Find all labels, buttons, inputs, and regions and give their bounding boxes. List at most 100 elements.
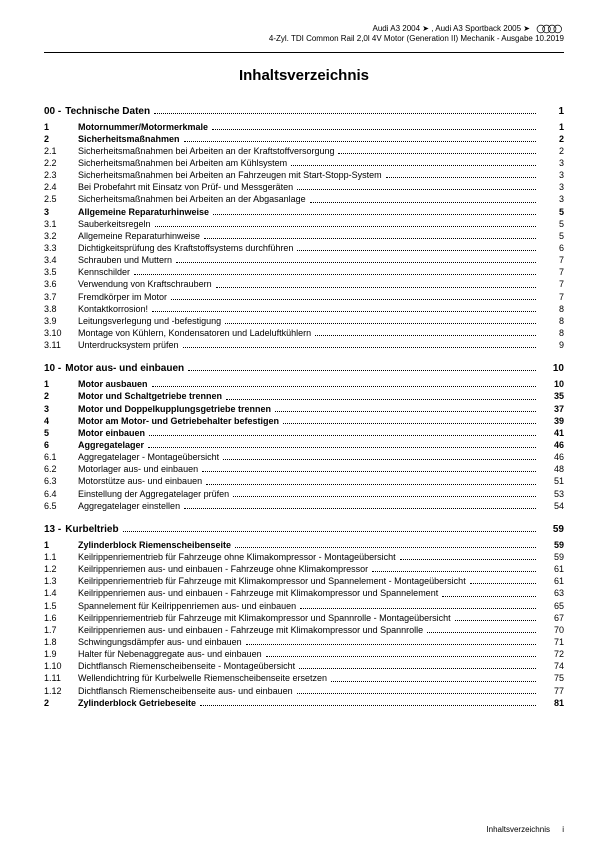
toc-row: 1.11Wellendichtring für Kurbelwelle Riem… [44,672,564,684]
leader-dots [212,129,536,130]
entry-number: 1.7 [44,624,78,636]
entry-title: Einstellung der Aggregatelager prüfen [78,488,229,500]
entry-number: 3.7 [44,291,78,303]
entry-page: 3 [540,157,564,169]
entry-number: 6.1 [44,451,78,463]
leader-dots [216,287,536,288]
entry-title: Motornummer/Motormerkmale [78,121,208,133]
entry-page: 5 [540,218,564,230]
entry-number: 4 [44,415,78,427]
footer-page-number: i [562,825,564,834]
toc-row: 1Zylinderblock Riemenscheibenseite59 [44,539,564,551]
toc-row: 2Motor und Schaltgetriebe trennen35 [44,390,564,402]
entry-title: Keilrippenriementrieb für Fahrzeuge mit … [78,575,466,587]
entry-number: 3 [44,206,78,218]
audi-logo-icon [536,24,564,34]
toc-row: 1Motor ausbauen10 [44,378,564,390]
toc-row: 1.9Halter für Nebenaggregate aus- und ei… [44,648,564,660]
section-page: 1 [540,106,564,117]
entry-title: Aggregatelager - Montageübersicht [78,451,219,463]
entry-page: 70 [540,624,564,636]
section-number: 00 - [44,106,61,117]
entry-title: Sicherheitsmaßnahmen bei Arbeiten an der… [78,145,334,157]
entry-page: 7 [540,266,564,278]
entry-title: Unterdrucksystem prüfen [78,339,179,351]
entry-title: Motor ausbauen [78,378,148,390]
entry-page: 5 [540,206,564,218]
entry-page: 67 [540,612,564,624]
section-heading: 13 -Kurbeltrieb59 [44,524,564,535]
toc-row: 6.3Motorstütze aus- und einbauen51 [44,475,564,487]
entry-title: Zylinderblock Getriebeseite [78,697,196,709]
entry-page: 7 [540,291,564,303]
toc-row: 6.4Einstellung der Aggregatelager prüfen… [44,488,564,500]
leader-dots [297,189,536,190]
entry-number: 6 [44,439,78,451]
entry-number: 3.6 [44,278,78,290]
footer-label: Inhaltsverzeichnis [486,825,550,834]
entry-number: 6.4 [44,488,78,500]
toc-row: 1.4Keilrippenriemen aus- und einbauen - … [44,587,564,599]
leader-dots [155,226,536,227]
entry-title: Kennschilder [78,266,130,278]
entry-page: 65 [540,600,564,612]
entry-page: 46 [540,451,564,463]
section-heading: 00 -Technische Daten1 [44,106,564,117]
section-number: 10 - [44,363,61,374]
entry-title: Sauberkeitsregeln [78,218,151,230]
leader-dots [275,411,536,412]
leader-dots [149,435,536,436]
leader-dots [200,705,536,706]
entry-title: Leitungsverlegung und -befestigung [78,315,221,327]
entry-title: Keilrippenriemen aus- und einbauen - Fah… [78,587,438,599]
toc-row: 1.2Keilrippenriemen aus- und einbauen - … [44,563,564,575]
leader-dots [154,113,536,114]
table-of-contents: 00 -Technische Daten11Motornummer/Motorm… [44,106,564,709]
entry-number: 3.9 [44,315,78,327]
toc-row: 1Motornummer/Motormerkmale1 [44,121,564,133]
entry-page: 53 [540,488,564,500]
entry-number: 1.2 [44,563,78,575]
entry-number: 6.3 [44,475,78,487]
section-page: 10 [540,363,564,374]
leader-dots [184,508,536,509]
leader-dots [235,547,536,548]
toc-row: 2Zylinderblock Getriebeseite81 [44,697,564,709]
toc-row: 3.9Leitungsverlegung und -befestigung 8 [44,315,564,327]
entry-number: 3.1 [44,218,78,230]
entry-title: Sicherheitsmaßnahmen bei Arbeiten an der… [78,193,306,205]
leader-dots [386,177,536,178]
entry-page: 7 [540,278,564,290]
leader-dots [470,583,536,584]
entry-number: 1 [44,539,78,551]
toc-row: 3.8Kontaktkorrosion!8 [44,303,564,315]
entry-page: 1 [540,121,564,133]
leader-dots [225,323,536,324]
toc-row: 6.1Aggregatelager - Montageübersicht 46 [44,451,564,463]
leader-dots [123,531,536,532]
page-header: Audi A3 2004 ➤ , Audi A3 Sportback 2005 … [44,24,564,44]
entry-page: 59 [540,551,564,563]
entry-number: 1.8 [44,636,78,648]
entry-page: 61 [540,575,564,587]
entry-title: Keilrippenriemen aus- und einbauen - Fah… [78,624,423,636]
entry-page: 7 [540,254,564,266]
section-title: Kurbeltrieb [65,524,118,535]
toc-row: 4Motor am Motor- und Getriebehalter befe… [44,415,564,427]
entry-page: 3 [540,181,564,193]
toc-row: 1.6Keilrippenriementrieb für Fahrzeuge m… [44,612,564,624]
toc-row: 3.6Verwendung von Kraftschraubern7 [44,278,564,290]
entry-title: Keilrippenriementrieb für Fahrzeuge mit … [78,612,451,624]
entry-page: 74 [540,660,564,672]
toc-row: 1.1Keilrippenriementrieb für Fahrzeuge o… [44,551,564,563]
leader-dots [299,668,536,669]
toc-row: 1.7Keilrippenriemen aus- und einbauen - … [44,624,564,636]
entry-title: Dichtflansch Riemenscheibenseite aus- un… [78,685,293,697]
leader-dots [152,311,536,312]
leader-dots [152,386,536,387]
toc-row: 1.3Keilrippenriementrieb für Fahrzeuge m… [44,575,564,587]
entry-page: 8 [540,315,564,327]
leader-dots [297,250,536,251]
entry-title: Allgemeine Reparaturhinweise [78,230,200,242]
leader-dots [310,202,536,203]
